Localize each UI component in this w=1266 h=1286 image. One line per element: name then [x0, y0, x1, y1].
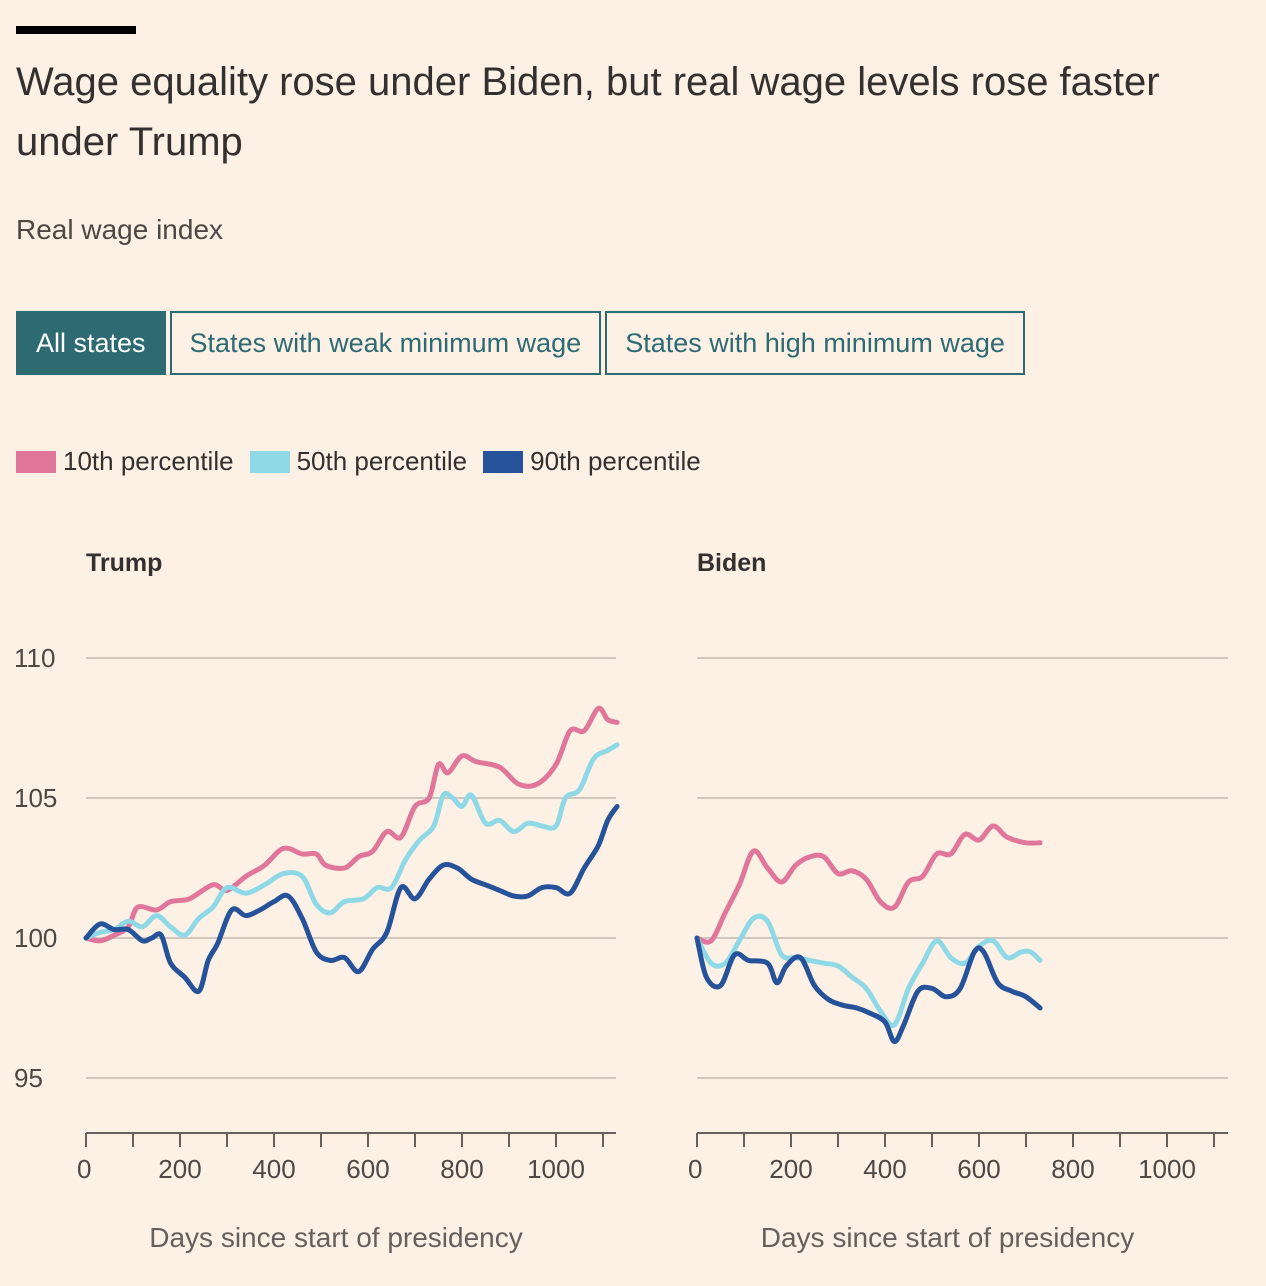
x-tick-label: 800 [440, 1154, 483, 1184]
legend-item-p10: 10th percentile [16, 446, 234, 477]
x-tick-label: 200 [769, 1154, 812, 1184]
legend-swatch-p10 [16, 450, 56, 473]
legend-swatch-p90 [483, 450, 524, 473]
y-tick-label: 105 [14, 783, 57, 813]
x-tick-label: 1000 [1138, 1154, 1196, 1184]
filter-tabs: All states States with weak minimum wage… [16, 311, 1025, 375]
series-line-p10 [83, 705, 620, 944]
x-tick-label: 800 [1051, 1154, 1094, 1184]
series-line-p50 [83, 742, 620, 941]
chart-subtitle: Real wage index [16, 214, 224, 245]
x-tick-label: 0 [688, 1154, 702, 1184]
x-tick-label: 600 [346, 1154, 389, 1184]
legend-item-p50: 50th percentile [249, 446, 468, 477]
panel-title: Trump [86, 549, 162, 577]
tab-all-states[interactable]: All states [16, 311, 166, 375]
legend-item-p90: 90th percentile [483, 446, 701, 477]
y-tick-label: 110 [14, 643, 55, 673]
legend-label-p50: 50th percentile [296, 446, 468, 476]
series-line-p50 [694, 913, 1043, 1029]
panel-trump: Trump 95 100 105 110 0 200 400 600 800 1000 Days si… [14, 549, 620, 1253]
panel-title: Biden [697, 549, 766, 577]
y-tick-label: 100 [14, 923, 57, 953]
series-line-p10 [694, 823, 1043, 945]
tab-high-minimum-wage[interactable]: States with high minimum wage [605, 311, 1025, 375]
x-tick-label: 1000 [527, 1154, 585, 1184]
legend-label-p90: 90th percentile [530, 446, 701, 476]
x-tick-label: 400 [252, 1154, 295, 1184]
x-tick-label: 200 [158, 1154, 201, 1184]
legend-swatch-p50 [249, 450, 290, 473]
legend: 10th percentile 50th percentile 90th per… [16, 446, 717, 477]
tab-weak-minimum-wage[interactable]: States with weak minimum wage [169, 311, 602, 375]
x-tick-label: 0 [77, 1154, 91, 1184]
brand-rule [16, 26, 136, 34]
legend-label-p10: 10th percentile [63, 446, 234, 476]
x-tick-label: 600 [957, 1154, 1000, 1184]
x-tick-label: 400 [863, 1154, 906, 1184]
y-tick-label: 95 [14, 1063, 43, 1093]
panel-biden: Biden 0 200 400 600 800 1000 Days since start o… [688, 549, 1228, 1253]
x-axis-title: Days since start of presidency [149, 1222, 523, 1253]
series-line-p90 [83, 803, 620, 995]
chart-title: Wage equality rose under Biden, but real… [16, 60, 1160, 164]
x-axis-title: Days since start of presidency [761, 1222, 1135, 1253]
series-line-p90 [694, 935, 1043, 1045]
